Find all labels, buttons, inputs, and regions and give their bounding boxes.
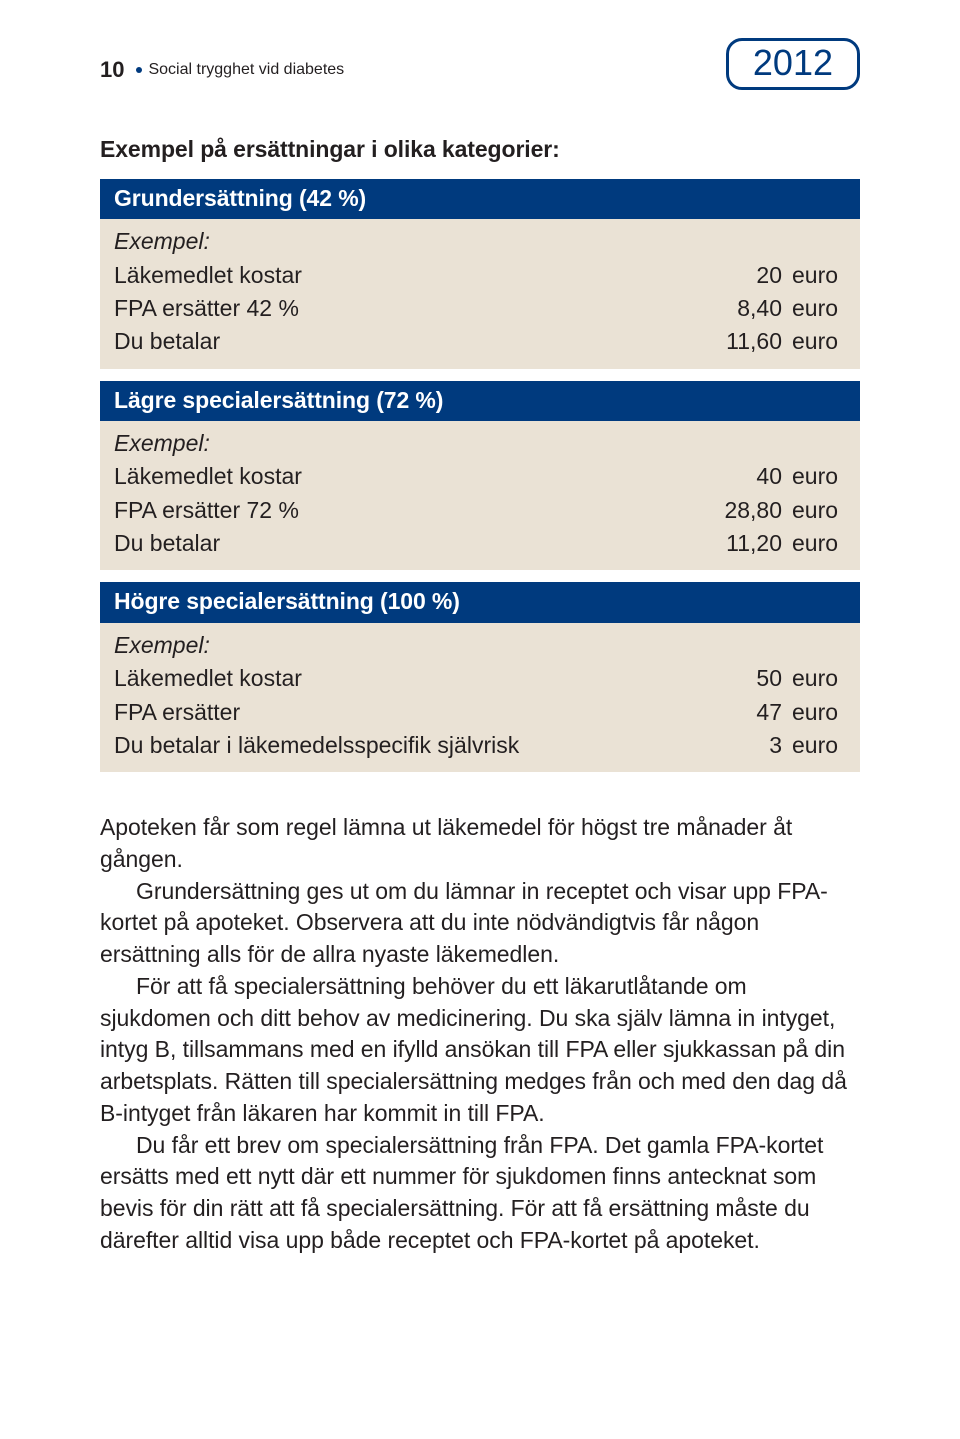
value-number: 3 [692, 729, 792, 762]
value-number: 47 [692, 696, 792, 729]
example-label: Exempel: [114, 225, 846, 258]
year-badge: 2012 [726, 38, 860, 90]
table-row: Läkemedlet kostar 50 euro [114, 662, 846, 695]
value-unit: euro [792, 494, 846, 527]
row-label: FPA ersätter [114, 696, 692, 729]
table-header: Grundersättning (42 %) [100, 179, 860, 219]
row-label: FPA ersätter 42 % [114, 292, 692, 325]
table-row: Du betalar 11,60 euro [114, 325, 846, 358]
paragraph-1: Apoteken får som regel lämna ut läkemede… [100, 812, 860, 875]
row-value: 50 euro [692, 662, 846, 695]
table-body: Exempel: Läkemedlet kostar 20 euro FPA e… [100, 219, 860, 368]
paragraph-2: Grundersättning ges ut om du lämnar in r… [100, 876, 860, 971]
row-label: Du betalar [114, 325, 692, 358]
row-value: 40 euro [692, 460, 846, 493]
page-number: 10 [100, 57, 124, 83]
example-label: Exempel: [114, 427, 846, 460]
table-row: Läkemedlet kostar 20 euro [114, 259, 846, 292]
row-value: 47 euro [692, 696, 846, 729]
row-value: 20 euro [692, 259, 846, 292]
section-intro: Exempel på ersättningar i olika kategori… [100, 134, 860, 165]
row-value: 11,20 euro [692, 527, 846, 560]
value-unit: euro [792, 325, 846, 358]
reimbursement-table-higher-special: Högre specialersättning (100 %) Exempel:… [100, 582, 860, 772]
table-header: Högre specialersättning (100 %) [100, 582, 860, 622]
header-title: Social trygghet vid diabetes [148, 61, 344, 79]
value-number: 8,40 [692, 292, 792, 325]
table-body: Exempel: Läkemedlet kostar 50 euro FPA e… [100, 623, 860, 772]
table-row: Du betalar 11,20 euro [114, 527, 846, 560]
body-text: Apoteken får som regel lämna ut läkemede… [100, 812, 860, 1256]
table-body: Exempel: Läkemedlet kostar 40 euro FPA e… [100, 421, 860, 570]
value-unit: euro [792, 259, 846, 292]
value-number: 11,20 [692, 527, 792, 560]
row-label: Läkemedlet kostar [114, 259, 692, 292]
paragraph-3: För att få specialersättning behöver du … [100, 971, 860, 1130]
bullet-separator [136, 67, 142, 73]
value-unit: euro [792, 292, 846, 325]
value-number: 20 [692, 259, 792, 292]
value-unit: euro [792, 460, 846, 493]
table-row: FPA ersätter 72 % 28,80 euro [114, 494, 846, 527]
row-value: 11,60 euro [692, 325, 846, 358]
row-label: Du betalar [114, 527, 692, 560]
row-label: Läkemedlet kostar [114, 460, 692, 493]
value-unit: euro [792, 729, 846, 762]
paragraph-4: Du får ett brev om specialersättning frå… [100, 1130, 860, 1257]
value-unit: euro [792, 662, 846, 695]
value-number: 50 [692, 662, 792, 695]
reimbursement-table-lower-special: Lägre specialersättning (72 %) Exempel: … [100, 381, 860, 571]
document-page: 10 Social trygghet vid diabetes 2012 Exe… [0, 0, 960, 1316]
row-value: 28,80 euro [692, 494, 846, 527]
table-row: Du betalar i läkemedelsspecifik självris… [114, 729, 846, 762]
table-row: Läkemedlet kostar 40 euro [114, 460, 846, 493]
example-label: Exempel: [114, 629, 846, 662]
table-header: Lägre specialersättning (72 %) [100, 381, 860, 421]
row-label: Du betalar i läkemedelsspecifik självris… [114, 729, 692, 762]
reimbursement-table-basic: Grundersättning (42 %) Exempel: Läkemedl… [100, 179, 860, 369]
value-unit: euro [792, 527, 846, 560]
row-label: FPA ersätter 72 % [114, 494, 692, 527]
value-unit: euro [792, 696, 846, 729]
row-value: 3 euro [692, 729, 846, 762]
row-label: Läkemedlet kostar [114, 662, 692, 695]
row-value: 8,40 euro [692, 292, 846, 325]
value-number: 40 [692, 460, 792, 493]
table-row: FPA ersätter 47 euro [114, 696, 846, 729]
table-row: FPA ersätter 42 % 8,40 euro [114, 292, 846, 325]
value-number: 28,80 [692, 494, 792, 527]
value-number: 11,60 [692, 325, 792, 358]
page-header: 10 Social trygghet vid diabetes 2012 [100, 50, 860, 90]
